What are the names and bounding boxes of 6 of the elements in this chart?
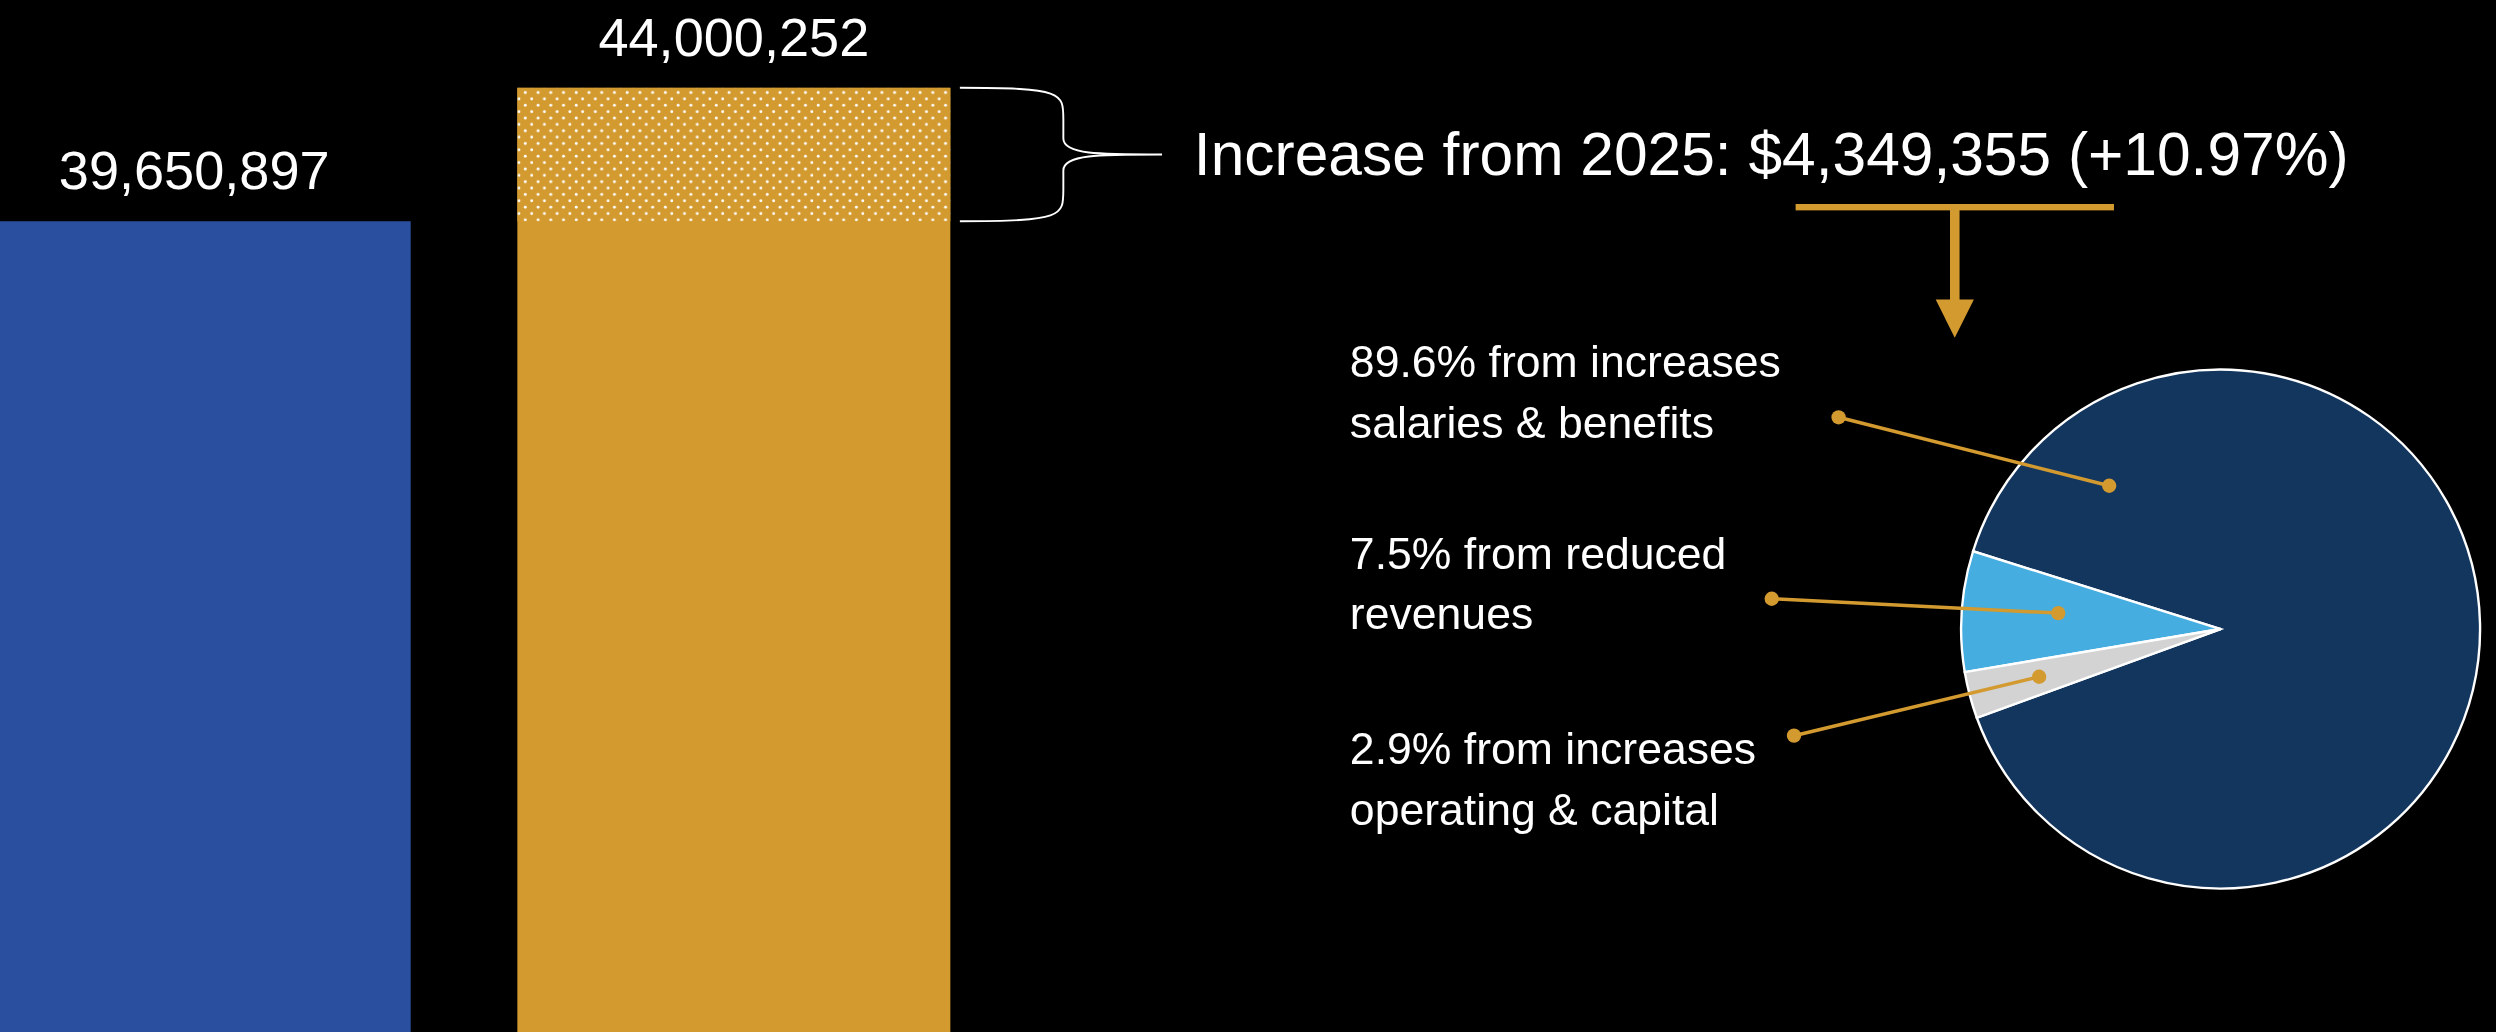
data-label: 44,000,252 xyxy=(598,6,870,67)
slice-label: 2.9% from increases operating & capital xyxy=(1349,724,1757,834)
text: Increase from 2025: $4,349,355 (+10.97%) xyxy=(1193,120,2349,189)
slice-label: 89.6% from increases salaries & benefits xyxy=(1349,337,1781,447)
slice-label: 7.5% from reduced revenues xyxy=(1349,528,1727,639)
data-label: 39,650,897 xyxy=(58,140,330,201)
